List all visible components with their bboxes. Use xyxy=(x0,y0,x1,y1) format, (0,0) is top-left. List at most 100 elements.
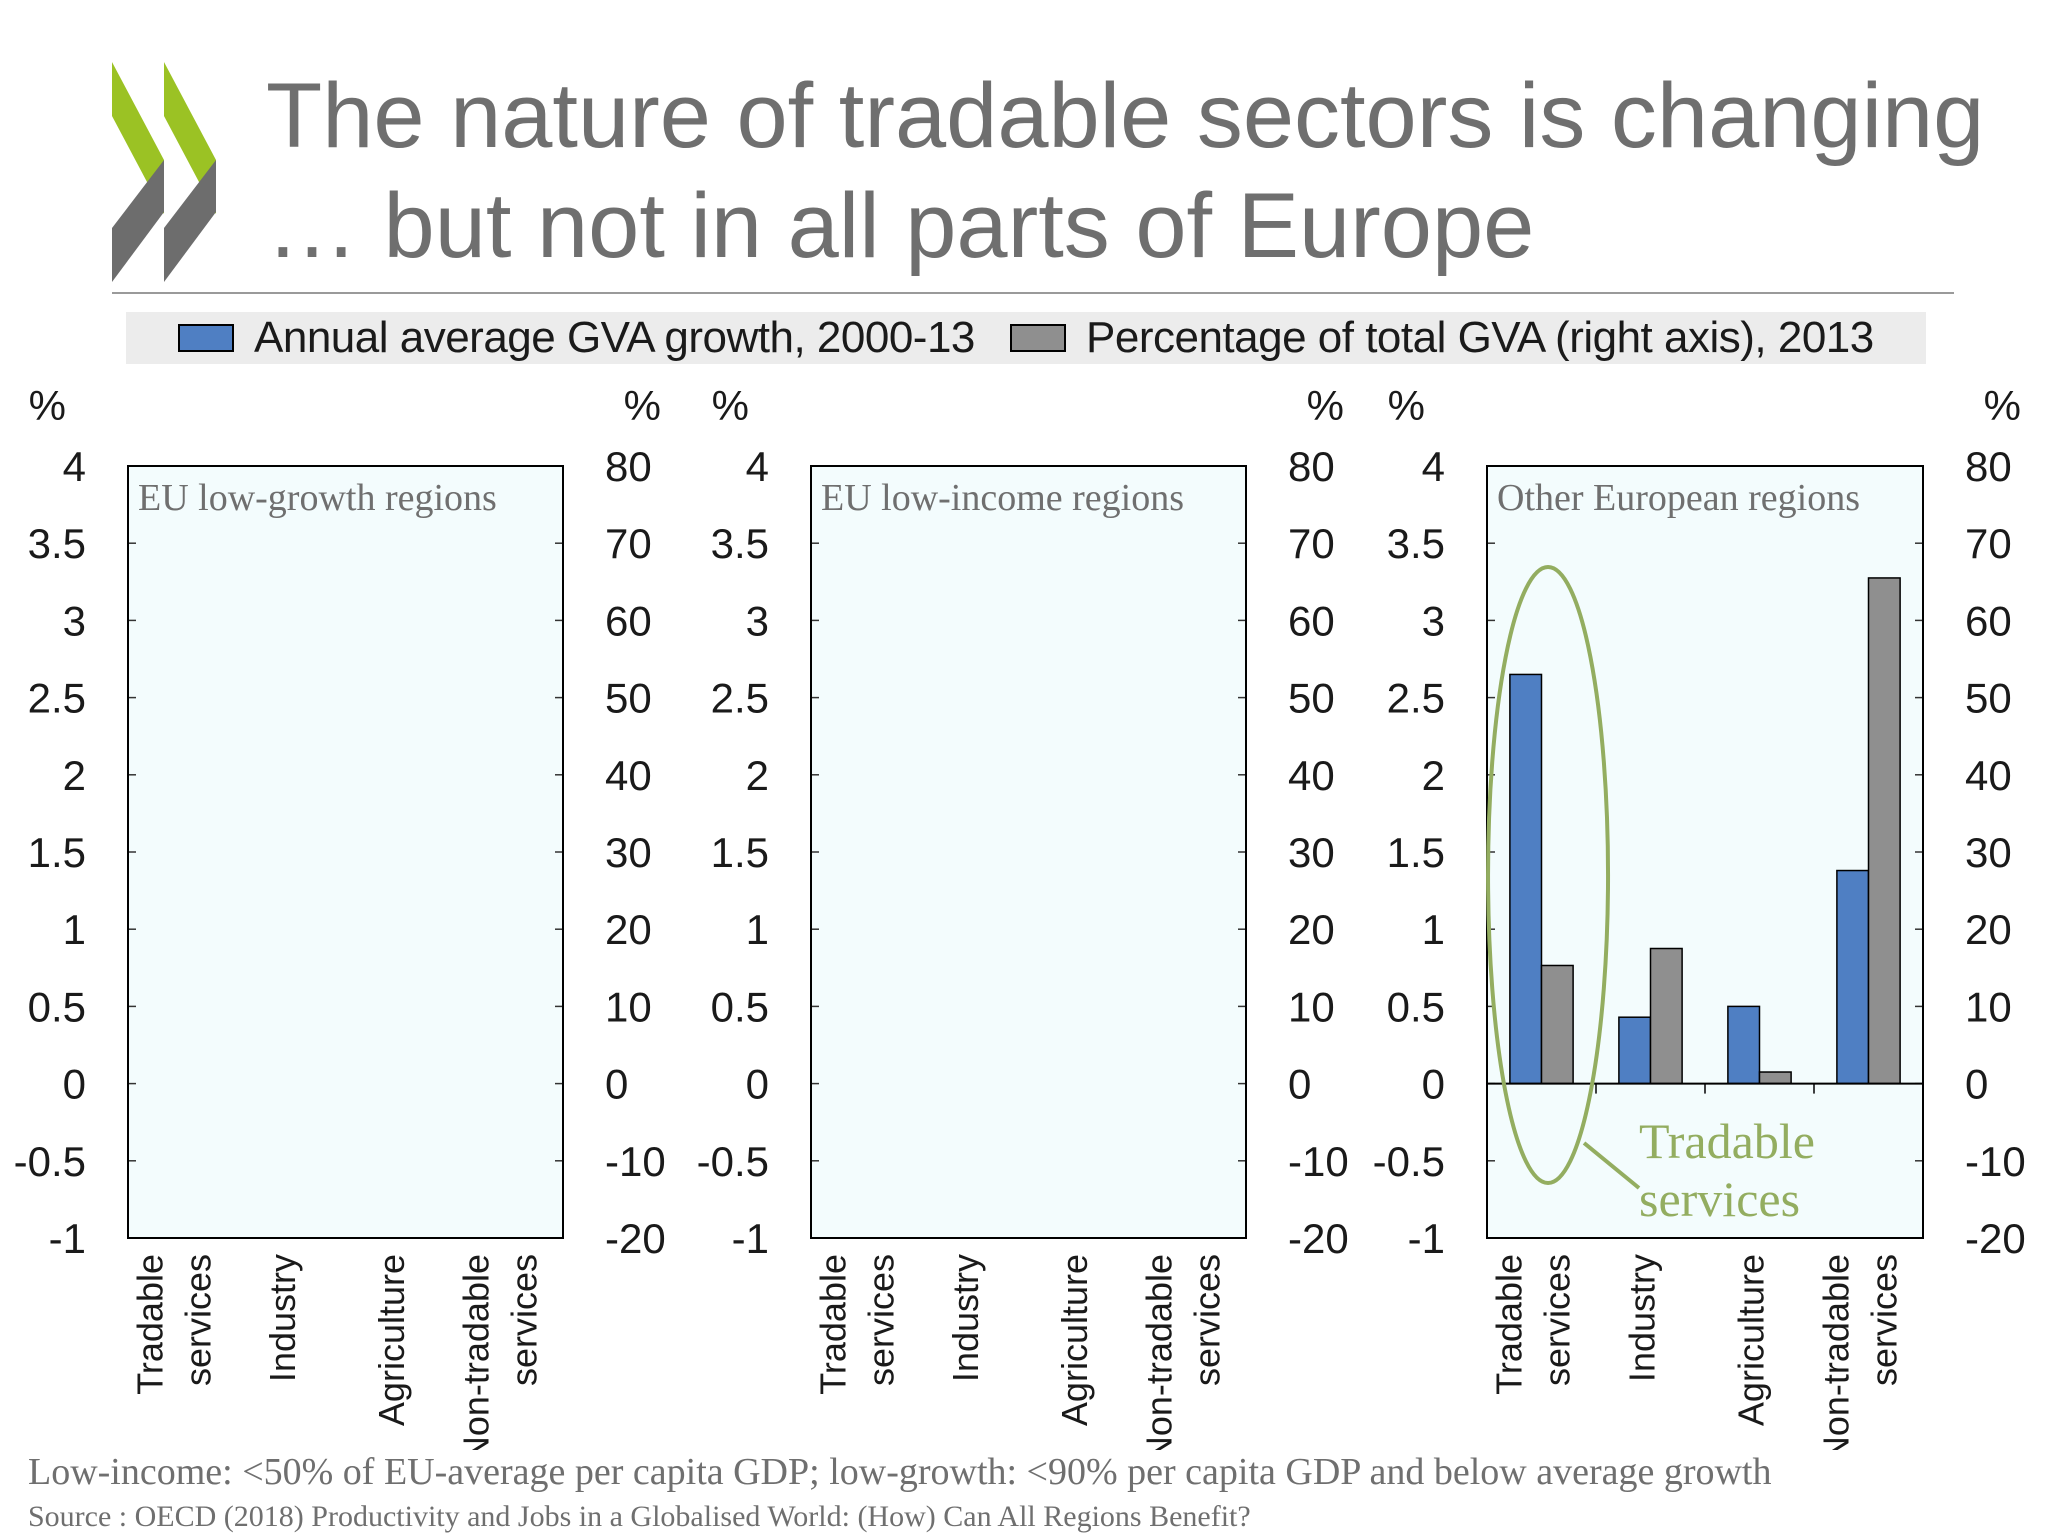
panel-3-right-tick-label: 50 xyxy=(1965,675,2012,722)
panel-3-left-tick-label: 3 xyxy=(1422,597,1445,644)
panel-1-category-label: services xyxy=(177,1254,218,1386)
panel-2-left-tick-label: 0 xyxy=(746,1061,769,1108)
panel-3-right-tick-label: 70 xyxy=(1965,520,2012,567)
panel-2-right-tick-label: 0 xyxy=(1288,1061,1311,1108)
panel-3-bar-growth-2 xyxy=(1618,1016,1652,1085)
panel-2-left-tick-label: -1 xyxy=(732,1215,769,1262)
panel-1-right-tick-label: 40 xyxy=(605,752,652,799)
panel-3-right-tick-label: 20 xyxy=(1965,906,2012,953)
panel-2-left-tick-label: 4 xyxy=(746,443,769,490)
panel-3-right-tick-label: 60 xyxy=(1965,597,2012,644)
panel-2-right-tick-label: 10 xyxy=(1288,983,1335,1030)
panel-3-bar-share-2 xyxy=(1649,947,1683,1085)
panel-3-title: Other European regions xyxy=(1497,477,1860,519)
panel-2-left-tick-label: 1 xyxy=(746,906,769,953)
panel-2-left-tick-label: 2 xyxy=(746,752,769,799)
panel-1-left-tick-label: 2.5 xyxy=(28,675,86,722)
panel-1-category-label: services xyxy=(504,1254,545,1386)
panel-1-category-label: Non-tradable xyxy=(456,1254,497,1450)
panel-3-category-label: services xyxy=(1864,1254,1905,1386)
panel-3-left-tick-label: 0 xyxy=(1422,1061,1445,1108)
panel-1-left-tick-label: 3 xyxy=(63,597,86,644)
panel-2-right-tick-label: 30 xyxy=(1288,829,1335,876)
legend-swatch-share xyxy=(1010,324,1066,352)
panel-2-right-tick-label: -10 xyxy=(1288,1138,1349,1185)
panel-2-category-label: services xyxy=(860,1254,901,1386)
panel-1-left-tick-label: -0.5 xyxy=(14,1138,86,1185)
footnote-definitions: Low-income: <50% of EU-average per capit… xyxy=(28,1451,1772,1493)
panel-3-left-tick-label: 0.5 xyxy=(1387,983,1445,1030)
panel-1-category-label: Agriculture xyxy=(371,1254,412,1426)
page-title-line-2: … but not in all parts of Europe xyxy=(266,175,1535,277)
chart-area: EU low-growth regions 4 3.5 3 2.5 2 1.5 1 0.5 0 -0… xyxy=(14,382,2026,1450)
panel-1-left-tick-label: 4 xyxy=(63,443,86,490)
panel-3-category-label: Tradable xyxy=(1489,1254,1530,1395)
panel-3-category-label: Industry xyxy=(1622,1254,1663,1382)
footnote-source: Source : OECD (2018) Productivity and Jo… xyxy=(28,1500,1251,1533)
panel-3-left-tick-label: -1 xyxy=(1408,1215,1445,1262)
panel-2-category-label: services xyxy=(1187,1254,1228,1386)
panel-1-title: EU low-growth regions xyxy=(138,477,497,519)
panel-2-left-tick-label: 2.5 xyxy=(711,675,769,722)
panel-2-left-tick-label: 3.5 xyxy=(711,520,769,567)
panel-1-left-tick-label: 0.5 xyxy=(28,983,86,1030)
panel-1-category-label: Tradable xyxy=(129,1254,170,1395)
panel-3-left-tick-label: -0.5 xyxy=(1373,1138,1445,1185)
annotation-label: services xyxy=(1639,1171,1800,1227)
panel-3-right-tick-label: -20 xyxy=(1965,1215,2026,1262)
panel-3-category-label: services xyxy=(1537,1254,1578,1386)
panel-1-right-unit: % xyxy=(624,382,661,429)
panel-1-left-unit: % xyxy=(29,382,66,429)
panel-3-right-tick-label: 80 xyxy=(1965,443,2012,490)
panel-3-right-tick-label: -10 xyxy=(1965,1138,2026,1185)
panel-3-background xyxy=(1487,466,1923,1238)
panel-3-bar-growth-3 xyxy=(1727,1005,1761,1085)
panel-3-left-tick-label: 2.5 xyxy=(1387,675,1445,722)
panel-1-right-tick-label: 80 xyxy=(605,443,652,490)
panel-2-right-tick-label: 40 xyxy=(1288,752,1335,799)
panel-2-left-tick-label: 1.5 xyxy=(711,829,769,876)
panel-3-bar-share-3 xyxy=(1758,1071,1792,1085)
panel-3-left-tick-label: 2 xyxy=(1422,752,1445,799)
panel-3-right-tick-label: 0 xyxy=(1965,1061,1988,1108)
panel-3-category-label: Non-tradable xyxy=(1816,1254,1857,1450)
panel-1-category-label: Industry xyxy=(262,1254,303,1382)
panel-1-right-tick-label: 20 xyxy=(605,906,652,953)
panel-2-category-label: Agriculture xyxy=(1054,1254,1095,1426)
panel-1-left-tick-label: 0 xyxy=(63,1061,86,1108)
legend-swatch-growth xyxy=(178,324,234,352)
chart-legend: Annual average GVA growth, 2000-13 Perce… xyxy=(126,312,1926,364)
legend-label-share: Percentage of total GVA (right axis), 20… xyxy=(1086,313,1874,362)
panel-1-right-tick-label: -20 xyxy=(605,1215,666,1262)
panel-1-left-tick-label: 1.5 xyxy=(28,829,86,876)
panel-1-right-tick-label: 30 xyxy=(605,829,652,876)
panel-3-bar-growth-4 xyxy=(1836,869,1870,1085)
panel-3-left-tick-label: 3.5 xyxy=(1387,520,1445,567)
panel-2-frame xyxy=(810,465,1247,1239)
panel-1-background xyxy=(128,466,563,1238)
panel-1-left-tick-label: 2 xyxy=(63,752,86,799)
panel-2-left-tick-label: 0.5 xyxy=(711,983,769,1030)
annotation-ellipse xyxy=(1486,565,1611,1185)
panel-3-left-tick-label: 1 xyxy=(1422,906,1445,953)
panel-2-title: EU low-income regions xyxy=(821,477,1184,519)
panel-2-left-tick-label: 3 xyxy=(746,597,769,644)
panel-2-right-tick-label: 20 xyxy=(1288,906,1335,953)
panel-1-right-tick-label: 0 xyxy=(605,1061,628,1108)
panel-1-right-tick-label: 60 xyxy=(605,597,652,644)
panel-2-right-tick-label: 60 xyxy=(1288,597,1335,644)
panel-2-right-tick-label: -20 xyxy=(1288,1215,1349,1262)
panel-2-right-unit: % xyxy=(1307,382,1344,429)
page-title-line-1: The nature of tradable sectors is changi… xyxy=(266,65,1985,167)
panel-2-right-tick-label: 50 xyxy=(1288,675,1335,722)
legend-label-growth: Annual average GVA growth, 2000-13 xyxy=(254,313,975,362)
oecd-chevron-logo-icon xyxy=(112,62,216,282)
panel-1-frame xyxy=(127,465,564,1239)
panel-3-category-label: Agriculture xyxy=(1731,1254,1772,1426)
panel-3-right-unit: % xyxy=(1984,382,2021,429)
panel-2-category-label: Non-tradable xyxy=(1139,1254,1180,1450)
panel-3-bar-growth-1 xyxy=(1509,673,1543,1085)
panel-3-bar-share-4 xyxy=(1867,577,1901,1085)
panel-1-right-tick-label: 70 xyxy=(605,520,652,567)
legend-item-share: Percentage of total GVA (right axis), 20… xyxy=(1010,312,1874,364)
